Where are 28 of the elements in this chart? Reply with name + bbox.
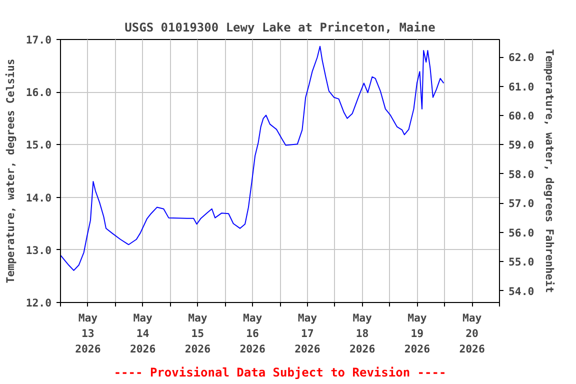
y-tick-label: 14.0: [26, 191, 52, 204]
x-tick-label: May 18 2026: [349, 312, 376, 356]
y-tick-label: 13.0: [26, 244, 52, 257]
y-tick-label: 12.0: [26, 296, 52, 310]
chart-title: USGS 01019300 Lewy Lake at Princeton, Maine: [124, 20, 436, 34]
x-tick-label: May 20 2026: [459, 312, 485, 356]
x-tick-label: May 13 2026: [75, 312, 101, 356]
y-tick-label: 16.0: [26, 86, 52, 100]
y2-tick-label: 59.0: [508, 138, 534, 152]
text: ---- Provisional Data Subject to Revision ----: [114, 366, 446, 380]
y2-axis-title: Temperature, water, degrees Fahrenheit: [543, 49, 556, 293]
y-tick-label: 15.0: [26, 138, 52, 152]
y-tick-label: 17.0: [26, 34, 52, 46]
x-tick-label: May 15 2026: [184, 312, 211, 356]
y2-tick-label: 56.0: [508, 226, 534, 240]
y2-tick-label: 54.0: [508, 284, 534, 298]
y2-tick-label: 57.0: [508, 197, 534, 210]
x-tick-label: May 14 2026: [130, 312, 156, 356]
line-series: [60, 46, 444, 271]
y2-tick-label: 58.0: [508, 168, 534, 181]
x-tick-label: May 16 2026: [240, 312, 266, 356]
y2-tick-label: 60.0: [508, 109, 534, 122]
y-axis-title: Temperature, water, degrees Celsius: [4, 58, 17, 284]
y2-tick-label: 62.0: [508, 51, 534, 64]
x-tick-label: May 19 2026: [404, 312, 430, 356]
x-tick-label: May 17 2026: [294, 312, 320, 356]
y2-tick-label: 55.0: [508, 256, 534, 269]
y2-tick-label: 61.0: [508, 80, 534, 94]
